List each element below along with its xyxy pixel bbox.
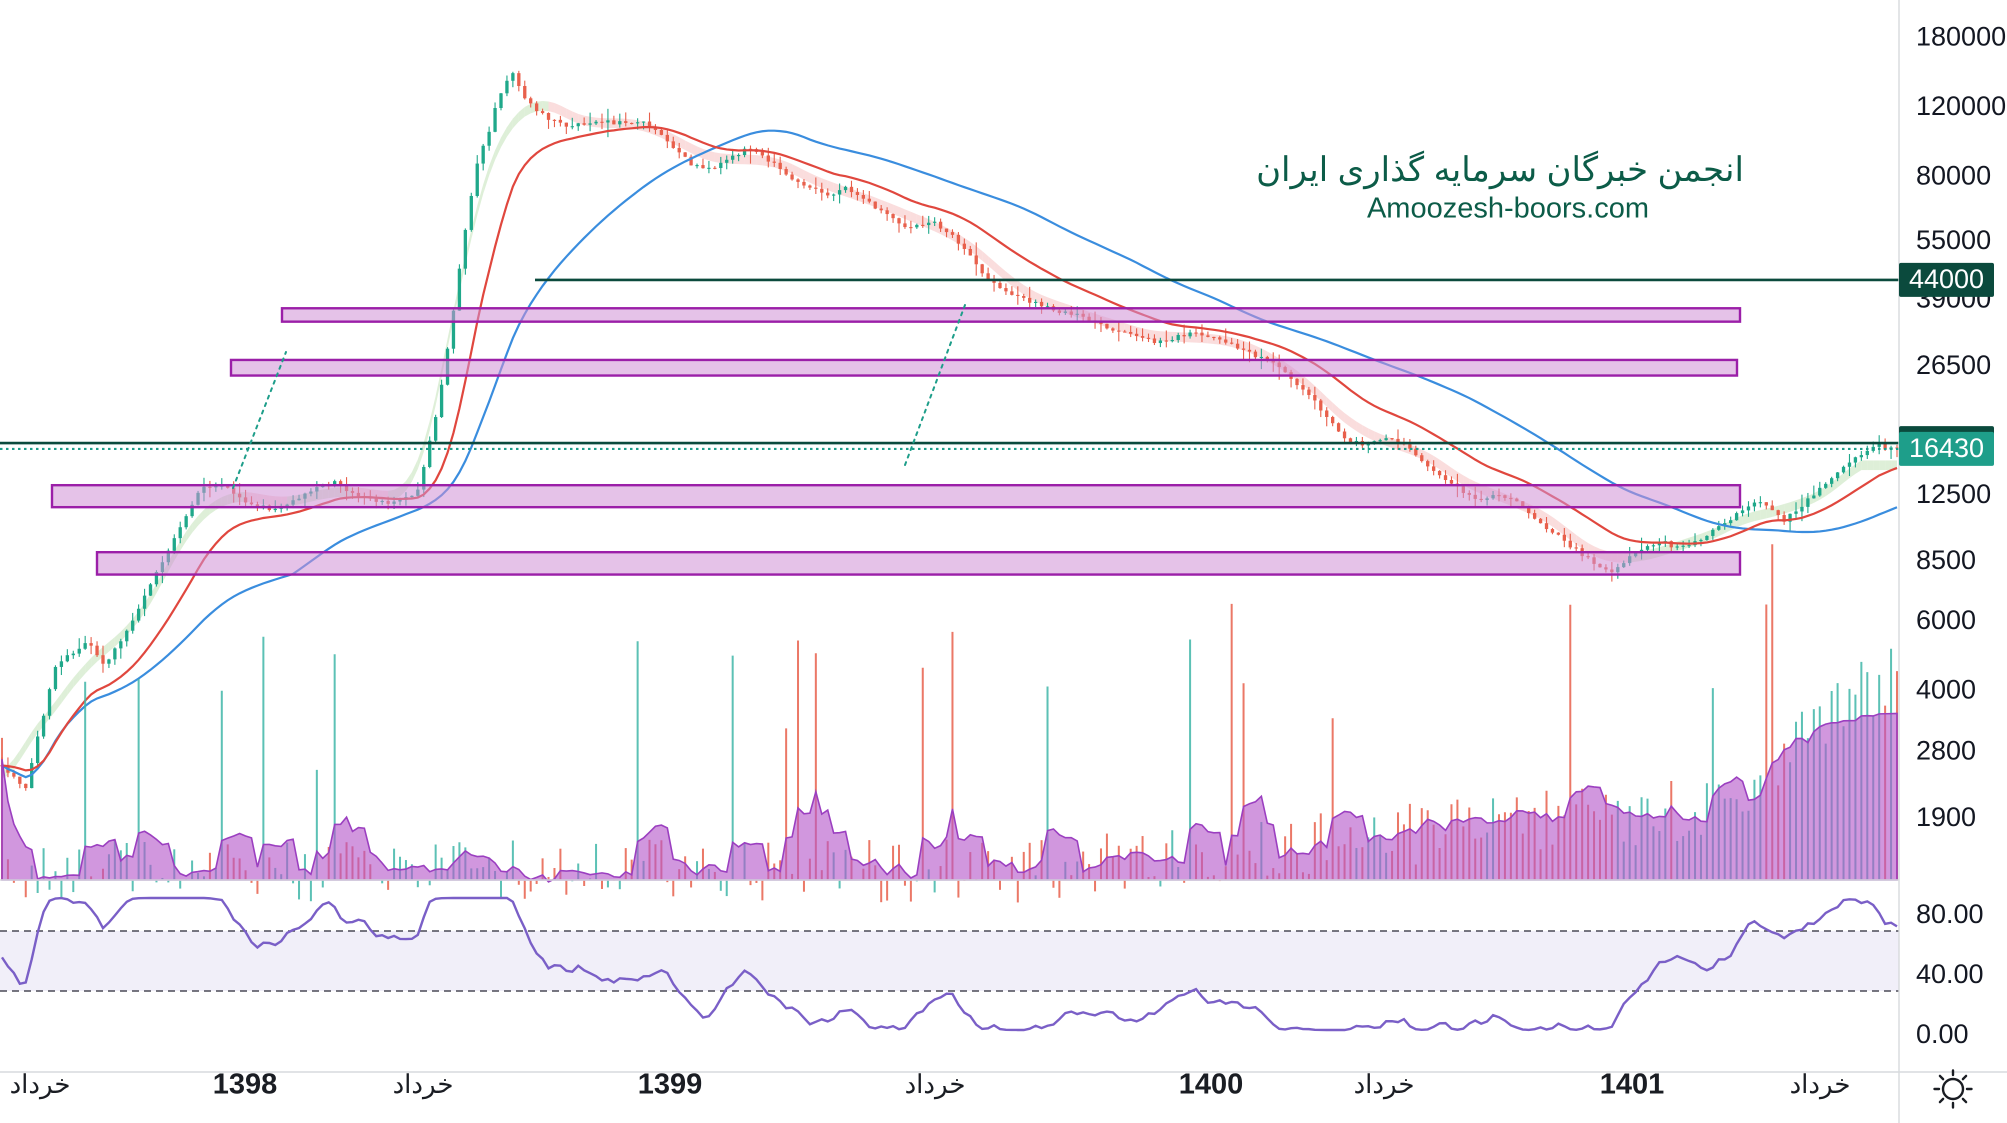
svg-text:1398: 1398 [213,1069,278,1101]
svg-text:80000: 80000 [1916,160,1991,190]
svg-text:180000: 180000 [1916,21,2006,51]
svg-text:Amoozesh-boors.com: Amoozesh-boors.com [1367,193,1649,225]
svg-text:26500: 26500 [1916,350,1991,380]
svg-text:16430: 16430 [1909,433,1984,463]
svg-text:خرداد: خرداد [905,1069,966,1100]
svg-text:1399: 1399 [638,1069,703,1101]
svg-text:55000: 55000 [1916,225,1991,255]
svg-text:انجمن خبرگان سرمایه گذاری ایرا: انجمن خبرگان سرمایه گذاری ایران [1256,150,1744,190]
svg-text:80.00: 80.00 [1916,899,1984,929]
svg-text:0.00: 0.00 [1916,1019,1969,1049]
svg-text:6000: 6000 [1916,605,1976,635]
svg-text:1900: 1900 [1916,802,1976,832]
svg-text:1401: 1401 [1600,1069,1665,1101]
svg-text:120000: 120000 [1916,91,2006,121]
svg-text:8500: 8500 [1916,545,1976,575]
svg-text:خرداد: خرداد [393,1069,454,1100]
svg-text:خرداد: خرداد [1354,1069,1415,1100]
svg-text:40.00: 40.00 [1916,959,1984,989]
svg-text:خرداد: خرداد [10,1069,71,1100]
svg-text:خرداد: خرداد [1790,1069,1851,1100]
svg-text:1400: 1400 [1179,1069,1244,1101]
svg-text:2800: 2800 [1916,736,1976,766]
svg-text:44000: 44000 [1909,264,1984,294]
svg-text:12500: 12500 [1916,479,1991,509]
svg-text:4000: 4000 [1916,674,1976,704]
